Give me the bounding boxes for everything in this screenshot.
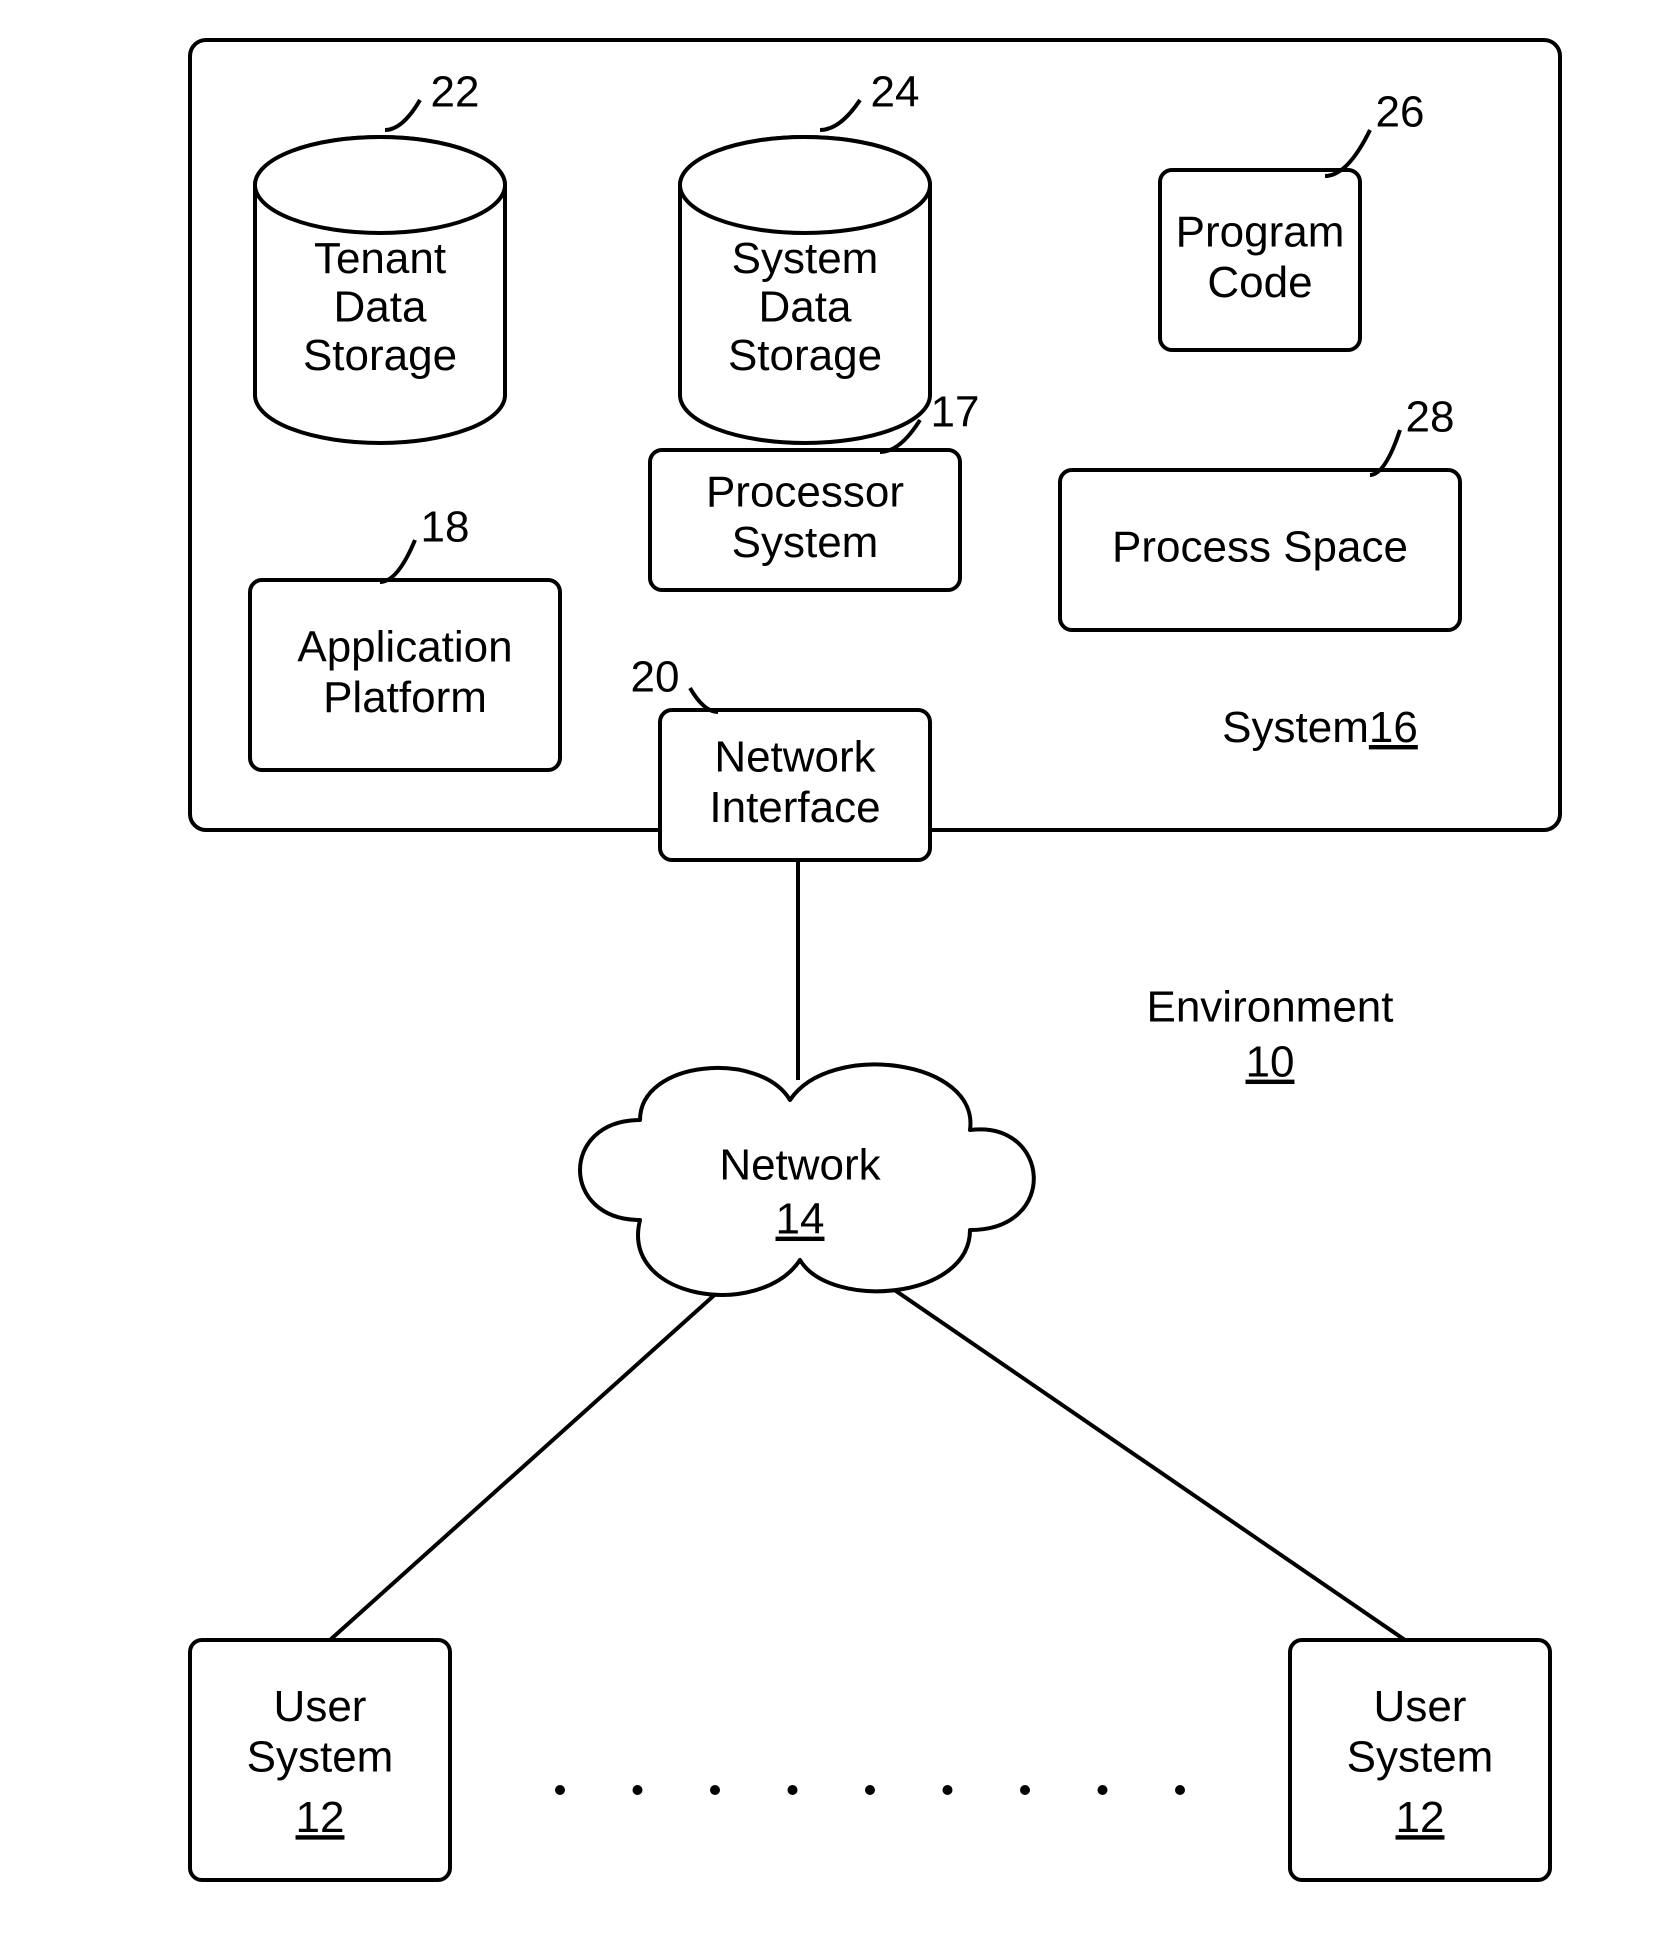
- connector-cloud_to_left: [330, 1290, 720, 1640]
- process_space-label: Process Space: [1112, 523, 1408, 572]
- network_interface-label: Network: [714, 732, 876, 781]
- system-label: System16: [1222, 703, 1418, 752]
- tenant_data_storage-cylinder-top: [255, 137, 505, 233]
- user_system_right-label: User: [1374, 1682, 1467, 1731]
- application_platform-label: Application: [297, 622, 512, 671]
- system_data_storage-label: System: [732, 234, 879, 283]
- network_interface-refnum: 20: [631, 653, 680, 702]
- program_code-label: Code: [1207, 258, 1312, 307]
- user_system_right-label: System: [1347, 1733, 1494, 1782]
- environment-num: 10: [1246, 1038, 1295, 1087]
- system_data_storage-refnum: 24: [871, 68, 920, 117]
- tenant_data_storage-label: Data: [334, 283, 427, 332]
- system_data_storage-label: Data: [759, 283, 852, 332]
- process_space-refnum: 28: [1406, 393, 1455, 442]
- network-cloud-num: 14: [776, 1195, 825, 1244]
- tenant_data_storage-refnum: 22: [431, 68, 480, 117]
- processor_system-refnum: 17: [931, 388, 980, 437]
- processor_system-label: System: [732, 518, 879, 567]
- ellipsis-dot: [1098, 1785, 1108, 1795]
- network-cloud-label: Network: [719, 1141, 881, 1190]
- program_code-refnum: 26: [1376, 88, 1425, 137]
- network_interface-label: Interface: [709, 783, 880, 832]
- system_data_storage-label: Storage: [728, 331, 882, 380]
- user_system_left-num: 12: [296, 1793, 345, 1842]
- processor_system-label: Processor: [706, 467, 904, 516]
- application_platform-label: Platform: [323, 673, 487, 722]
- application_platform-refnum: 18: [421, 503, 470, 552]
- tenant_data_storage-label: Tenant: [314, 234, 446, 283]
- ellipsis-dot: [555, 1785, 565, 1795]
- user_system_right-num: 12: [1396, 1793, 1445, 1842]
- system_data_storage-cylinder-top: [680, 137, 930, 233]
- ellipsis-dot: [788, 1785, 798, 1795]
- user_system_left-label: System: [247, 1733, 394, 1782]
- ellipsis-dot: [710, 1785, 720, 1795]
- tenant_data_storage-label: Storage: [303, 331, 457, 380]
- ellipsis-dot: [1020, 1785, 1030, 1795]
- environment-label: Environment: [1146, 983, 1393, 1032]
- user_system_left-label: User: [274, 1682, 367, 1731]
- ellipsis-dot: [1175, 1785, 1185, 1795]
- ellipsis-dot: [943, 1785, 953, 1795]
- ellipsis-dot: [865, 1785, 875, 1795]
- ellipsis-dot: [633, 1785, 643, 1795]
- program_code-label: Program: [1176, 207, 1345, 256]
- connector-cloud_to_right: [880, 1280, 1405, 1640]
